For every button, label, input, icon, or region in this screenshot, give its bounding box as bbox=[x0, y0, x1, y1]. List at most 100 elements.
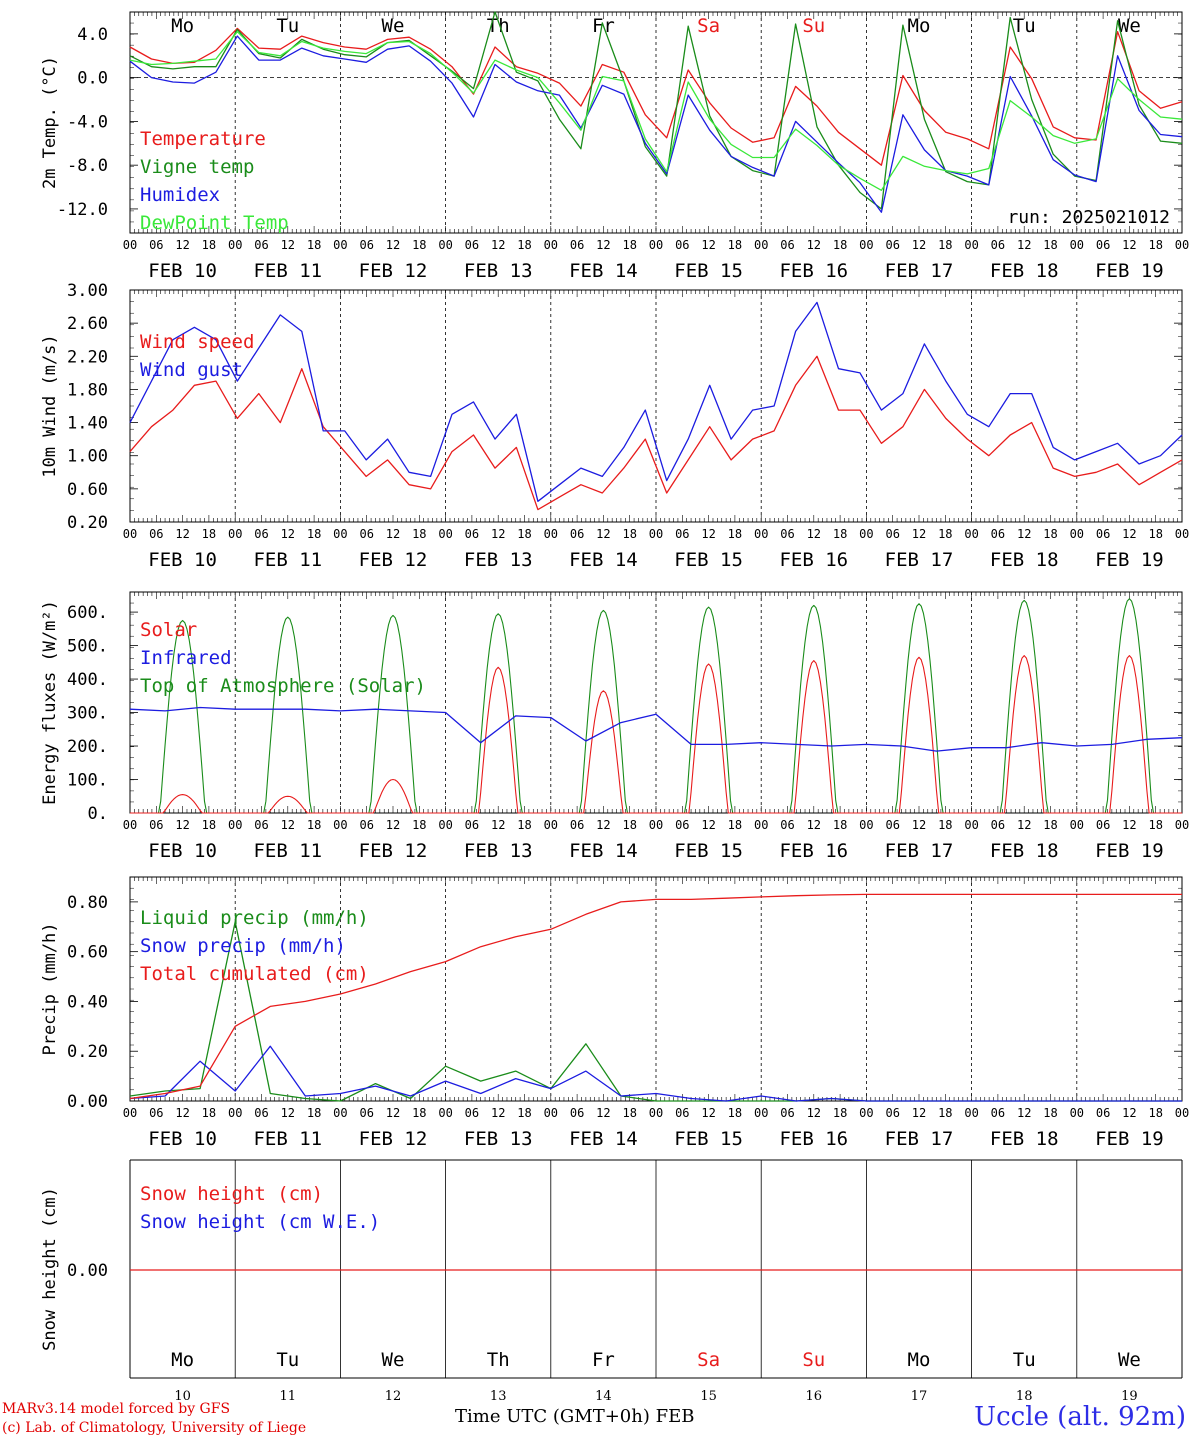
date-label: FEB 15 bbox=[674, 1128, 743, 1150]
hour-tick-label: 00 bbox=[1070, 238, 1084, 252]
hour-tick-label: 06 bbox=[570, 818, 584, 832]
x-axis-title: Time UTC (GMT+0h) FEB bbox=[455, 1406, 695, 1427]
hour-tick-label: 00 bbox=[754, 238, 768, 252]
hour-tick-label: 00 bbox=[228, 1106, 242, 1120]
series-humidex bbox=[129, 35, 1183, 213]
date-label: FEB 19 bbox=[1095, 1128, 1164, 1150]
hour-tick-label: 12 bbox=[701, 238, 715, 252]
y-tick-label: 0.40 bbox=[67, 992, 108, 1012]
hour-tick-label: 00 bbox=[964, 818, 978, 832]
hour-tick-label: 00 bbox=[333, 1106, 347, 1120]
hour-tick-label: 00 bbox=[333, 527, 347, 541]
date-label: FEB 15 bbox=[674, 260, 743, 282]
hour-tick-label: 00 bbox=[544, 1106, 558, 1120]
date-label: FEB 13 bbox=[464, 549, 533, 571]
day-label: We bbox=[382, 1349, 405, 1371]
hour-tick-label: 18 bbox=[412, 818, 426, 832]
hour-tick-label: 12 bbox=[701, 527, 715, 541]
hour-tick-label: 12 bbox=[491, 1106, 505, 1120]
date-label: FEB 12 bbox=[359, 549, 428, 571]
hour-tick-label: 06 bbox=[780, 238, 794, 252]
hour-tick-label: 06 bbox=[675, 1106, 689, 1120]
date-label: FEB 10 bbox=[148, 549, 217, 571]
hour-tick-label: 06 bbox=[570, 527, 584, 541]
hour-tick-label: 00 bbox=[754, 818, 768, 832]
date-label: FEB 18 bbox=[990, 1128, 1059, 1150]
y-tick-label: 600. bbox=[67, 603, 108, 623]
hour-tick-label: 00 bbox=[964, 527, 978, 541]
date-label: FEB 11 bbox=[253, 840, 322, 862]
hour-tick-label: 12 bbox=[807, 238, 821, 252]
series-wind-speed bbox=[129, 355, 1183, 511]
date-number: 17 bbox=[911, 1389, 928, 1404]
hour-tick-label: 12 bbox=[1017, 818, 1031, 832]
hour-tick-label: 18 bbox=[517, 818, 531, 832]
hour-tick-label: 06 bbox=[991, 1106, 1005, 1120]
day-label: Tu bbox=[276, 1349, 299, 1371]
hour-tick-label: 00 bbox=[1070, 1106, 1084, 1120]
day-label: Mo bbox=[908, 1349, 931, 1371]
model-credit: MARv3.14 model forced by GFS (c) Lab. of… bbox=[2, 1400, 306, 1438]
hour-tick-label: 12 bbox=[386, 818, 400, 832]
date-label: FEB 10 bbox=[148, 840, 217, 862]
hour-tick-label: 18 bbox=[1148, 1106, 1162, 1120]
hour-tick-label: 00 bbox=[544, 238, 558, 252]
hour-tick-label: 00 bbox=[123, 818, 137, 832]
hour-tick-label: 00 bbox=[754, 1106, 768, 1120]
hour-tick-label: 18 bbox=[412, 238, 426, 252]
day-label: Sa bbox=[697, 15, 720, 37]
hour-tick-label: 12 bbox=[807, 818, 821, 832]
hour-tick-label: 06 bbox=[570, 238, 584, 252]
hour-tick-label: 00 bbox=[964, 1106, 978, 1120]
hour-tick-label: 00 bbox=[228, 527, 242, 541]
hour-tick-label: 06 bbox=[780, 527, 794, 541]
date-label: FEB 14 bbox=[569, 1128, 638, 1150]
hour-tick-label: 06 bbox=[359, 527, 373, 541]
day-label: Fr bbox=[592, 1349, 615, 1371]
date-label: FEB 12 bbox=[359, 1128, 428, 1150]
date-label: FEB 15 bbox=[674, 549, 743, 571]
date-number: 18 bbox=[1016, 1389, 1033, 1404]
legend-liquid-precip-mm-h-: Liquid precip (mm/h) bbox=[140, 907, 369, 929]
hour-tick-label: 18 bbox=[1043, 818, 1057, 832]
hour-tick-label: 18 bbox=[833, 527, 847, 541]
series-snow-precip-mm-h- bbox=[129, 1045, 1182, 1102]
hour-tick-label: 00 bbox=[123, 1106, 137, 1120]
y-tick-label: 0.60 bbox=[67, 943, 108, 963]
hour-tick-label: 06 bbox=[465, 818, 479, 832]
hour-tick-label: 12 bbox=[596, 238, 610, 252]
hour-tick-label: 00 bbox=[1070, 527, 1084, 541]
legend-snow-precip-mm-h-: Snow precip (mm/h) bbox=[140, 935, 346, 957]
y-tick-label: 0.20 bbox=[67, 1042, 108, 1062]
date-label: FEB 19 bbox=[1095, 549, 1164, 571]
hour-tick-label: 00 bbox=[123, 238, 137, 252]
hour-tick-label: 06 bbox=[885, 238, 899, 252]
hour-tick-label: 06 bbox=[254, 1106, 268, 1120]
hour-tick-label: 12 bbox=[281, 238, 295, 252]
date-label: FEB 18 bbox=[990, 549, 1059, 571]
hour-tick-label: 12 bbox=[175, 238, 189, 252]
hour-tick-label: 06 bbox=[675, 238, 689, 252]
y-tick-label: 400. bbox=[67, 670, 108, 690]
date-label: FEB 11 bbox=[253, 1128, 322, 1150]
hour-tick-label: 00 bbox=[438, 527, 452, 541]
hour-tick-label: 12 bbox=[175, 818, 189, 832]
y-tick-label: 0.00 bbox=[67, 1092, 108, 1112]
date-label: FEB 18 bbox=[990, 260, 1059, 282]
hour-tick-label: 00 bbox=[544, 818, 558, 832]
hour-tick-label: 12 bbox=[596, 527, 610, 541]
hour-tick-label: 18 bbox=[622, 238, 636, 252]
hour-tick-label: 12 bbox=[596, 818, 610, 832]
legend-vigne-temp: Vigne temp bbox=[140, 156, 254, 178]
date-number: 13 bbox=[490, 1389, 507, 1404]
hour-tick-label: 12 bbox=[912, 818, 926, 832]
hour-tick-label: 12 bbox=[491, 238, 505, 252]
hour-tick-label: 06 bbox=[675, 818, 689, 832]
date-label: FEB 12 bbox=[359, 260, 428, 282]
series-total-cumulated-cm- bbox=[129, 893, 1182, 1100]
hour-tick-label: 18 bbox=[1148, 818, 1162, 832]
hour-tick-label: 06 bbox=[254, 527, 268, 541]
hour-tick-label: 00 bbox=[649, 238, 663, 252]
date-number: 12 bbox=[385, 1389, 402, 1404]
